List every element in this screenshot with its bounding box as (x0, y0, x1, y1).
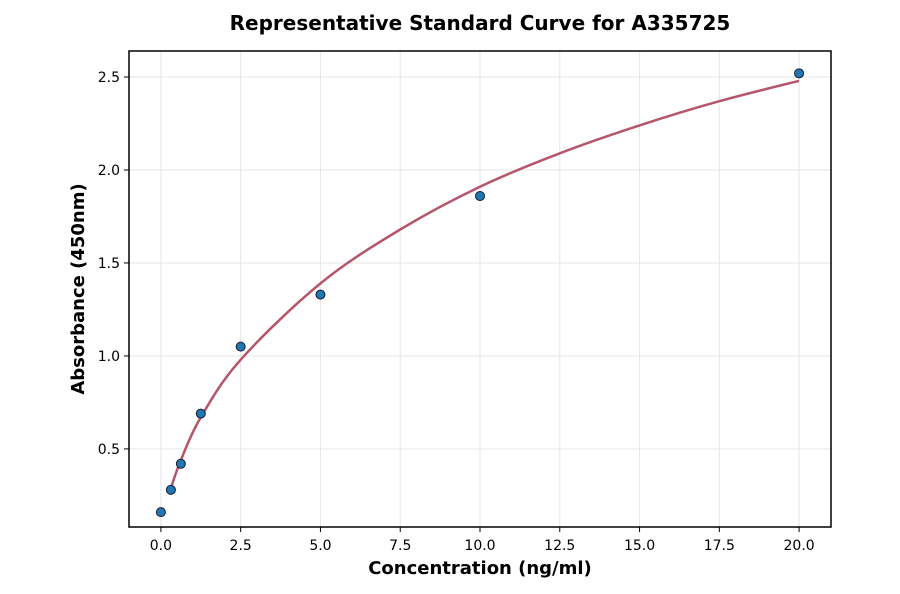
y-tick-label: 0.5 (98, 442, 120, 458)
y-axis-ticks: 0.5 1.0 1.5 2.0 2.5 (98, 70, 129, 458)
points-layer (155, 68, 805, 518)
data-point (175, 458, 186, 469)
grid-layer (129, 51, 831, 527)
x-tick-label: 5.0 (309, 538, 331, 554)
x-axis-label: Concentration (ng/ml) (368, 558, 592, 579)
x-tick-label: 10.0 (464, 538, 495, 554)
data-point (315, 289, 326, 300)
fit-curve-line (169, 79, 800, 489)
x-tick-label: 7.5 (389, 538, 411, 554)
data-point (195, 408, 206, 419)
x-axis-ticks: 0.0 2.5 5.0 7.5 10.0 12.5 15.0 17.5 20.0 (150, 527, 815, 554)
y-tick-label: 2.5 (98, 70, 120, 86)
curve-layer (169, 79, 800, 489)
data-point (794, 68, 805, 79)
x-tick-label: 17.5 (704, 538, 735, 554)
y-tick-label: 1.5 (98, 256, 120, 272)
data-point (165, 484, 176, 495)
x-tick-label: 2.5 (230, 538, 252, 554)
chart-title: Representative Standard Curve for A33572… (230, 11, 731, 35)
data-point (475, 191, 485, 202)
x-tick-label: 15.0 (624, 538, 655, 554)
x-tick-label: 12.5 (544, 538, 575, 554)
y-axis-label: Absorbance (450nm) (68, 183, 89, 394)
y-tick-label: 1.0 (98, 349, 120, 365)
y-tick-label: 2.0 (98, 163, 120, 179)
x-tick-label: 0.0 (150, 538, 172, 554)
data-point (235, 341, 246, 352)
x-tick-label: 20.0 (784, 538, 815, 554)
data-point (155, 507, 166, 518)
